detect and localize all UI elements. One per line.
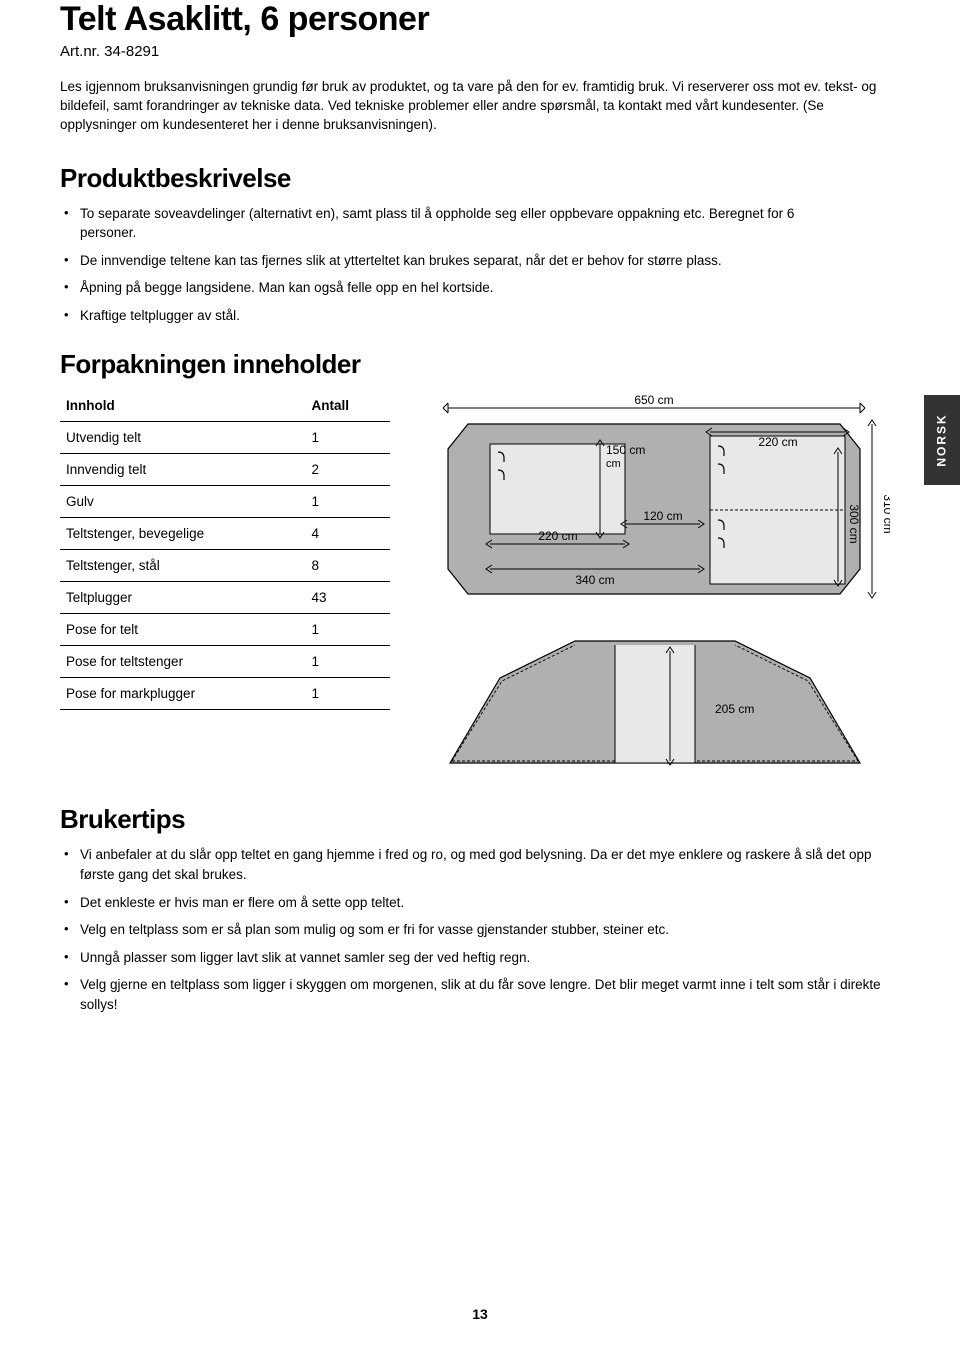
table-cell: 1 [282,486,391,518]
table-cell: Teltplugger [60,582,282,614]
section-heading-contents: Forpakningen inneholder [60,349,900,380]
table-cell: Gulv [60,486,282,518]
list-item: De innvendige teltene kan tas fjernes sl… [60,251,840,271]
table-cell: Teltstenger, stål [60,550,282,582]
intro-paragraph: Les igjennom bruksanvisningen grundig fø… [60,78,890,135]
tent-top-diagram: 650 cm 150 cm cm [420,394,890,604]
table-cell: Pose for markplugger [60,678,282,710]
table-cell: 2 [282,454,391,486]
table-cell: 1 [282,614,391,646]
description-list: To separate soveavdelinger (alternativt … [60,204,840,326]
table-cell: 43 [282,582,391,614]
table-header: Antall [282,390,391,422]
table-cell: 4 [282,518,391,550]
dim-label: 120 cm [643,509,682,523]
table-header: Innhold [60,390,282,422]
table-cell: Pose for teltstenger [60,646,282,678]
dim-label: 220 cm [538,529,577,543]
page-title: Telt Asaklitt, 6 personer [60,0,900,39]
table-cell: 1 [282,678,391,710]
dim-label: 150 cm [606,443,645,457]
list-item: To separate soveavdelinger (alternativt … [60,204,840,243]
article-number: Art.nr. 34-8291 [60,43,900,60]
table-cell: Utvendig telt [60,422,282,454]
table-cell: Teltstenger, bevegelige [60,518,282,550]
tent-inner-left [490,444,625,534]
section-heading-description: Produktbeskrivelse [60,163,900,194]
dim-label: 205 cm [715,702,754,716]
table-cell: 1 [282,646,391,678]
list-item: Velg gjerne en teltplass som ligger i sk… [60,975,890,1014]
list-item: Unngå plasser som ligger lavt slik at va… [60,948,890,968]
dim-label: 340 cm [575,573,614,587]
tips-list: Vi anbefaler at du slår opp teltet en ga… [60,845,890,1014]
table-cell: 8 [282,550,391,582]
table-cell: 1 [282,422,391,454]
dim-label: 220 cm [758,435,797,449]
section-heading-tips: Brukertips [60,804,900,835]
list-item: Vi anbefaler at du slår opp teltet en ga… [60,845,890,884]
page-number: 13 [0,1306,960,1322]
table-cell: Innvendig telt [60,454,282,486]
dim-label: 650 cm [634,394,673,407]
list-item: Velg en teltplass som er så plan som mul… [60,920,890,940]
tent-side-diagram: 205 cm [420,623,890,773]
list-item: Det enkleste er hvis man er flere om å s… [60,893,890,913]
diagrams-panel: 650 cm 150 cm cm [420,390,900,778]
dim-label: 300 cm [847,505,861,544]
tent-door [615,645,695,763]
list-item: Kraftige teltplugger av stål. [60,306,840,326]
contents-table: Innhold Antall Utvendig telt1 Innvendig … [60,390,390,710]
list-item: Åpning på begge langsidene. Man kan også… [60,278,840,298]
dim-label-unit: cm [606,458,621,470]
dim-label: 310 cm [881,495,890,534]
language-label: NORSK [935,413,949,466]
table-cell: Pose for telt [60,614,282,646]
language-tab: NORSK [924,395,960,485]
